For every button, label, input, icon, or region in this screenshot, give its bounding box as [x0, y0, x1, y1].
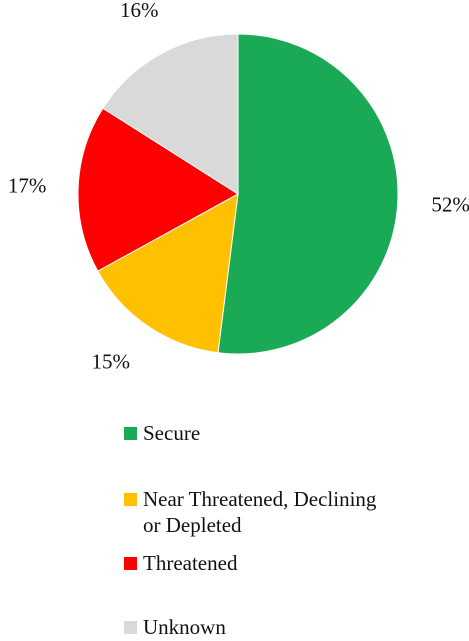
- legend-item-near-threatened: Near Threatened, Declining or Depleted: [124, 486, 453, 538]
- data-label-threatened: 17%: [8, 173, 47, 197]
- legend-swatch-near-threatened: [124, 493, 137, 506]
- pie-slice-threatened: [77, 107, 239, 272]
- legend-label-unknown: Unknown: [143, 615, 226, 639]
- data-label-unknown: 16%: [120, 0, 159, 22]
- data-label-near-threatened: 15%: [92, 349, 131, 373]
- legend-swatch-unknown: [124, 621, 137, 634]
- pie-slice-secure: [217, 33, 399, 355]
- pie-slice-near-threatened: [97, 193, 239, 354]
- pie-slice-unknown: [102, 33, 239, 195]
- data-label-secure: 52%: [431, 193, 469, 217]
- legend-label-secure: Secure: [143, 421, 201, 445]
- pie-chart: 52% 15% 17% 16%: [8, 0, 469, 373]
- legend-item-unknown: Unknown: [124, 614, 453, 640]
- legend-swatch-secure: [124, 427, 137, 440]
- legend-swatch-threatened: [124, 557, 137, 570]
- legend-label-near-threatened: Near Threatened, Declining or Depleted: [143, 487, 377, 537]
- legend-item-threatened: Threatened: [124, 550, 453, 576]
- legend-item-secure: Secure: [124, 420, 453, 446]
- legend-label-threatened: Threatened: [143, 551, 238, 575]
